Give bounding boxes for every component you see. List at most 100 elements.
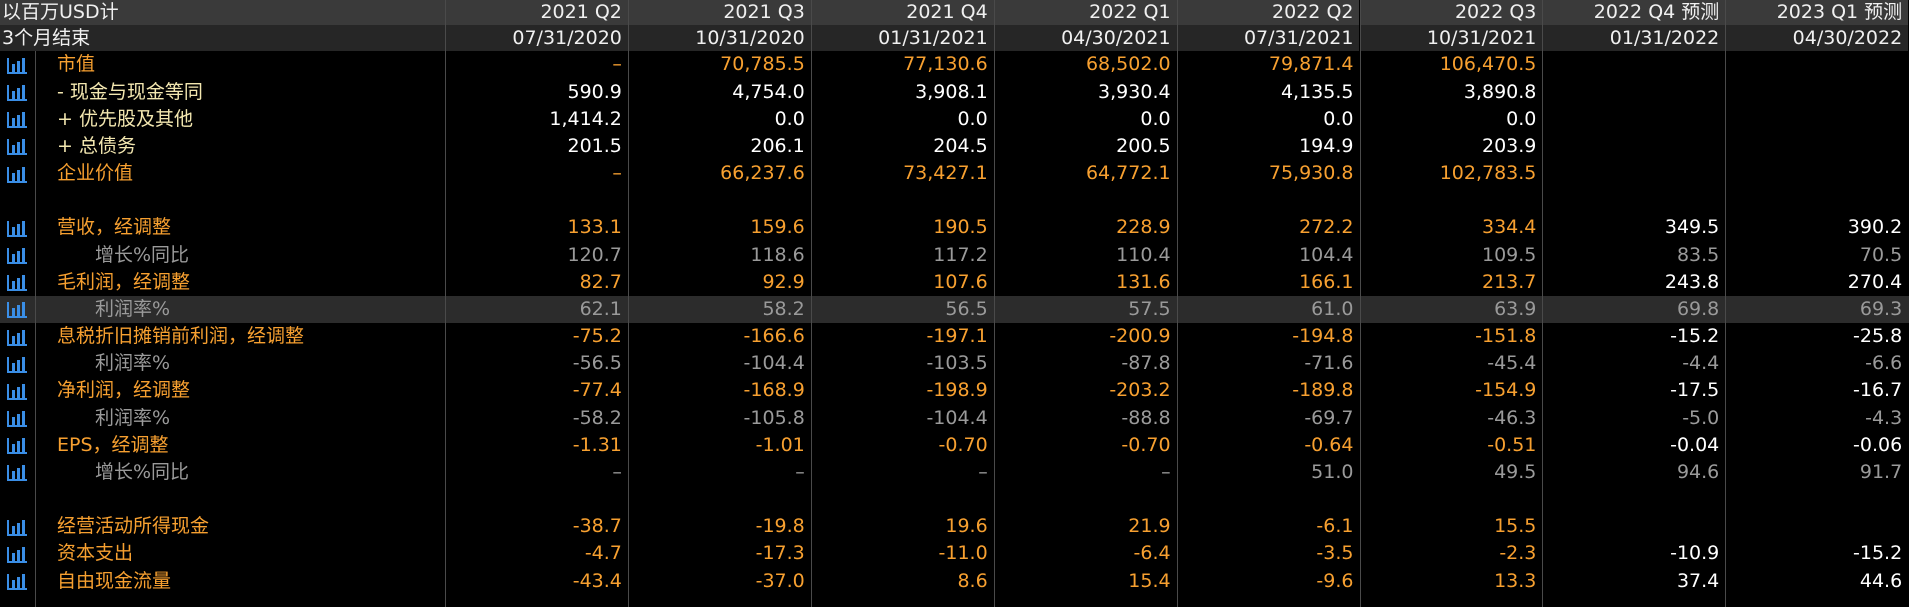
cell-value: -75.2 [572, 325, 622, 348]
cell-value: -0.06 [1853, 433, 1903, 456]
column-date: 07/31/2021 [1176, 25, 1360, 51]
cell-value: 8.6 [957, 569, 988, 592]
cell-value: -6.4 [1133, 542, 1171, 565]
cell-value: 3,930.4 [1098, 80, 1171, 103]
cell-value: 82.7 [579, 270, 622, 293]
cell-value: – [1161, 460, 1171, 483]
row-label: 经营活动所得现金 [57, 515, 210, 538]
cell-value: -0.51 [1487, 433, 1537, 456]
cell-value: 243.8 [1664, 270, 1720, 293]
cell-value: 77,130.6 [903, 53, 988, 76]
cell-value: – [612, 162, 622, 185]
cell-value: 15.5 [1494, 515, 1537, 538]
cell-value: 70,785.5 [720, 53, 805, 76]
cell-value: -43.4 [572, 569, 622, 592]
row-label: 增长%同比 [95, 460, 190, 483]
cell-value: – [795, 460, 805, 483]
cell-value: 70.5 [1859, 243, 1903, 266]
cell-value: -25.8 [1853, 325, 1903, 348]
chart-icon[interactable] [6, 242, 32, 269]
chart-icon[interactable] [6, 79, 32, 106]
cell-value: -6.6 [1865, 352, 1903, 375]
cell-value: -15.2 [1853, 542, 1903, 565]
chart-icon[interactable] [6, 296, 32, 323]
row-label: 增长%同比 [95, 243, 190, 266]
cell-value: 62.1 [579, 297, 622, 320]
cell-value: -11.0 [938, 542, 988, 565]
cell-value: 131.6 [1116, 270, 1171, 293]
cell-value: -15.2 [1670, 325, 1720, 348]
row-highlight [0, 295, 1909, 323]
column-date: 04/30/2022 [1725, 25, 1909, 51]
cell-value: 4,754.0 [732, 80, 805, 103]
cell-value: -189.8 [1292, 379, 1354, 402]
column-separator [35, 51, 36, 607]
cell-value: 66,237.6 [720, 162, 805, 185]
chart-icon[interactable] [6, 106, 32, 133]
chart-icon[interactable] [6, 459, 32, 486]
chart-icon[interactable] [6, 214, 32, 241]
chart-icon[interactable] [6, 513, 32, 540]
cell-value: 120.7 [567, 243, 622, 266]
cell-value: -0.70 [938, 433, 988, 456]
chart-icon[interactable] [6, 133, 32, 160]
cell-value: 200.5 [1116, 134, 1171, 157]
column-date: 10/31/2021 [1359, 25, 1543, 51]
cell-value: -56.5 [572, 352, 622, 375]
cell-value: 204.5 [933, 134, 988, 157]
chart-icon[interactable] [6, 432, 32, 459]
cell-value: 194.9 [1299, 134, 1354, 157]
chart-icon[interactable] [6, 160, 32, 187]
cell-value: 73,427.1 [903, 162, 988, 185]
cell-value: -37.0 [755, 569, 805, 592]
cell-value: 64,772.1 [1085, 162, 1171, 185]
column-period: 2023 Q1 预测 [1725, 0, 1909, 25]
row-label: 自由现金流量 [57, 569, 172, 592]
chart-icon[interactable] [6, 540, 32, 567]
cell-value: 1,414.2 [549, 107, 622, 130]
row-label: + 总债务 [57, 134, 136, 157]
cell-value: -87.8 [1121, 352, 1171, 375]
column-separator [1359, 0, 1361, 607]
cell-value: -19.8 [755, 515, 805, 538]
cell-value: 58.2 [762, 297, 805, 320]
cell-value: 272.2 [1299, 216, 1354, 239]
cell-value: 109.5 [1481, 243, 1537, 266]
cell-value: 0.0 [1506, 107, 1537, 130]
cell-value: 102,783.5 [1439, 162, 1537, 185]
cell-value: 201.5 [567, 134, 622, 157]
chart-icon[interactable] [6, 567, 32, 594]
chart-icon[interactable] [6, 51, 32, 78]
cell-value: 270.4 [1847, 270, 1903, 293]
chart-icon[interactable] [6, 377, 32, 404]
chart-icon[interactable] [6, 323, 32, 350]
column-separator [1176, 0, 1178, 607]
cell-value: 91.7 [1859, 460, 1903, 483]
cell-value: -4.7 [584, 542, 622, 565]
column-separator [1725, 0, 1727, 607]
cell-value: -197.1 [926, 325, 988, 348]
cell-value: 92.9 [762, 270, 805, 293]
cell-value: 13.3 [1494, 569, 1537, 592]
column-separator [627, 0, 629, 607]
cell-value: 3,890.8 [1463, 80, 1537, 103]
cell-value: 133.1 [567, 216, 622, 239]
cell-value: -6.1 [1316, 515, 1354, 538]
cell-value: 213.7 [1481, 270, 1537, 293]
cell-value: -9.6 [1316, 569, 1354, 592]
cell-value: -194.8 [1292, 325, 1354, 348]
chart-icon[interactable] [6, 269, 32, 296]
cell-value: -17.5 [1670, 379, 1720, 402]
cell-value: -103.5 [926, 352, 988, 375]
chart-icon[interactable] [6, 404, 32, 431]
cell-value: 203.9 [1481, 134, 1537, 157]
cell-value: 206.1 [750, 134, 805, 157]
cell-value: 49.5 [1494, 460, 1537, 483]
cell-value: -3.5 [1316, 542, 1354, 565]
cell-value: -45.4 [1487, 352, 1537, 375]
cell-value: 56.5 [945, 297, 988, 320]
cell-value: 0.0 [957, 107, 988, 130]
chart-icon[interactable] [6, 350, 32, 377]
cell-value: 51.0 [1311, 460, 1354, 483]
table-title: 以百万USD计 [0, 0, 445, 25]
